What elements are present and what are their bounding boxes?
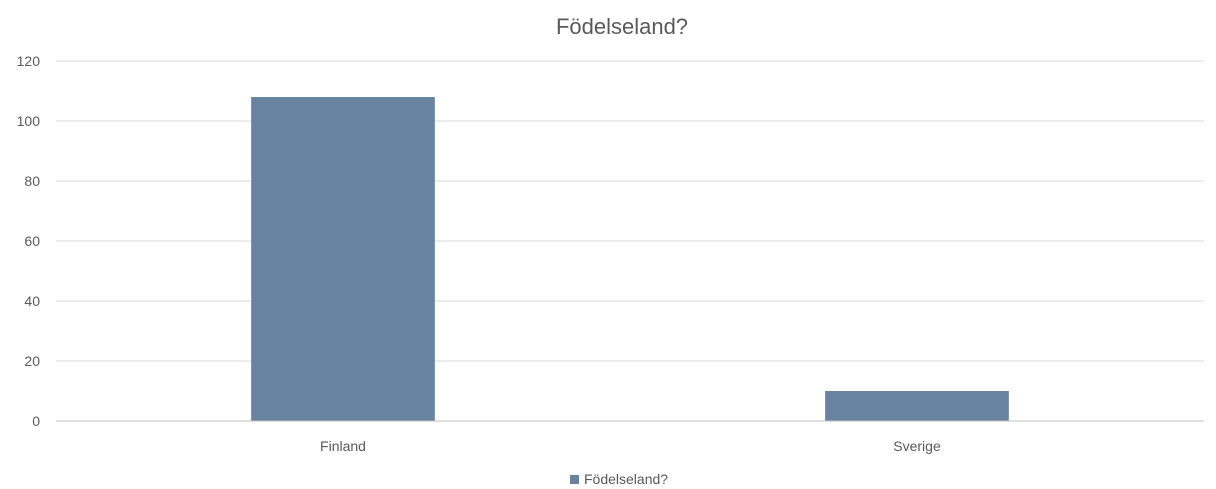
x-axis-ticks: Finland Sverige [320,438,941,454]
y-tick-label: 60 [24,233,40,249]
legend-swatch [570,475,579,484]
bar-sverige [825,391,1009,421]
x-tick-label: Finland [320,438,366,454]
y-tick-label: 80 [24,173,40,189]
y-tick-label: 100 [17,113,41,129]
gridlines [56,60,1204,362]
bar-finland [251,97,435,421]
y-axis-ticks: 0 20 40 60 80 100 120 [17,53,41,429]
y-tick-label: 120 [17,53,41,69]
legend: Födelseland? [570,471,668,487]
legend-label: Födelseland? [584,471,668,487]
x-tick-label: Sverige [893,438,941,454]
y-tick-label: 20 [24,353,40,369]
y-tick-label: 40 [24,293,40,309]
chart-title: Födelseland? [556,14,688,39]
bars [251,97,1009,421]
y-tick-label: 0 [32,413,40,429]
